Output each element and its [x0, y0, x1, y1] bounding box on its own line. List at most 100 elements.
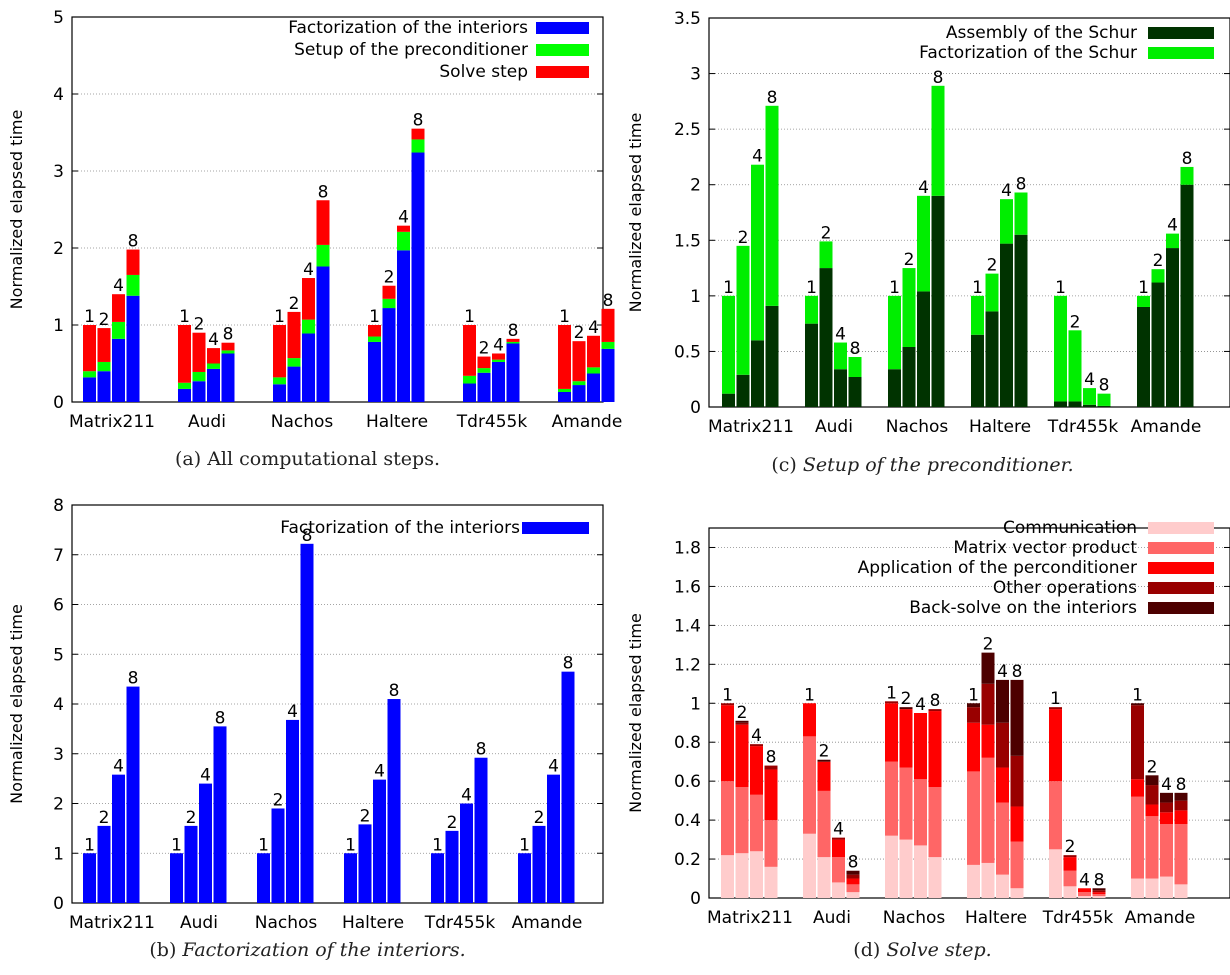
x-category-label: Audi [180, 913, 218, 933]
y-tick-label: 0 [690, 889, 701, 909]
x-category-label: Haltere [342, 913, 404, 933]
bar-segment [286, 719, 299, 903]
bar-segment [382, 308, 396, 402]
bar-label: 2 [447, 813, 458, 833]
bar-label: 2 [360, 806, 371, 826]
bar-segment [587, 367, 600, 374]
bar-segment [888, 295, 901, 370]
bar-segment [445, 830, 459, 903]
bar-segment [477, 368, 491, 373]
x-category-label: Amande [1125, 908, 1196, 928]
bar-segment [287, 366, 301, 402]
bar-label: 2 [738, 228, 749, 248]
caption-c: (c) Setup of the preconditioner. [615, 454, 1230, 476]
bar-segment [1151, 269, 1165, 283]
bar-segment [1160, 824, 1173, 877]
bar-label: 1 [258, 835, 269, 855]
bar-segment [178, 388, 191, 402]
x-category-label: Matrix211 [707, 908, 793, 928]
y-tick-label: 1.4 [674, 616, 701, 636]
bar-segment [832, 839, 845, 858]
x-category-label: Amande [1131, 417, 1202, 437]
bar-label: 2 [904, 250, 915, 270]
bar-segment [888, 369, 901, 407]
bar-segment [1174, 824, 1188, 885]
bar-segment [1137, 306, 1150, 407]
y-tick-label: 3 [53, 745, 64, 765]
bar-segment [1078, 896, 1091, 898]
caption-a: (a) All computational steps. [0, 448, 615, 470]
bar-segment [1010, 755, 1024, 807]
bar-segment [834, 369, 847, 407]
bar-segment [848, 356, 862, 377]
bar-segment [221, 350, 235, 354]
y-tick-label: 1 [690, 694, 701, 714]
bar-segment [735, 720, 749, 723]
bar-label: 2 [273, 790, 284, 810]
caption-a-label: (a) [175, 448, 202, 470]
bar-segment [192, 381, 206, 402]
bar-segment [558, 388, 571, 392]
bar-segment [914, 779, 927, 846]
bar-segment [411, 139, 425, 153]
bar-segment [1083, 404, 1096, 407]
legend-swatch [522, 522, 589, 534]
bar-segment [221, 342, 235, 351]
legend-swatch [536, 44, 589, 56]
bar-segment [981, 652, 995, 684]
bar-segment [985, 311, 999, 407]
bar-segment [1083, 388, 1096, 405]
legend-swatch [536, 22, 589, 34]
y-tick-label: 1.6 [674, 577, 701, 597]
bar-segment [1137, 295, 1150, 307]
bar-segment [981, 724, 995, 758]
bar-segment [302, 319, 315, 334]
bar-segment [1000, 199, 1013, 244]
bar-segment [1092, 892, 1106, 895]
bar-segment [1092, 896, 1106, 898]
bar-label: 2 [1070, 312, 1081, 332]
bar-segment [506, 338, 520, 342]
caption-c-text: Setup of the preconditioner. [802, 454, 1074, 476]
bar-label: 8 [563, 654, 574, 674]
bar-segment [477, 356, 491, 369]
bar-label: 4 [461, 786, 472, 806]
bar-segment [1131, 779, 1144, 797]
bar-segment [1097, 405, 1111, 407]
bar-segment [213, 726, 227, 903]
bar-segment [1010, 806, 1024, 842]
y-tick-label: 6 [53, 596, 64, 616]
legend-label: Factorization of the Schur [919, 43, 1137, 63]
bar-segment [819, 268, 833, 407]
bar-label: 1 [806, 278, 817, 298]
y-axis-label: Normalized elapsed time [626, 613, 645, 813]
caption-d-label: (d) [853, 939, 881, 961]
bar-segment [971, 334, 984, 407]
bar-segment [192, 371, 206, 382]
bar-segment [302, 278, 315, 320]
x-category-label: Nachos [271, 412, 334, 432]
bar-segment [996, 722, 1009, 768]
x-category-label: Amande [512, 913, 583, 933]
bar-label: 2 [289, 294, 300, 314]
bar-segment [885, 703, 898, 762]
bar-segment [207, 368, 220, 402]
bar-label: 2 [194, 315, 205, 335]
y-tick-label: 1 [53, 316, 64, 336]
legend-swatch [1148, 562, 1214, 574]
bar-segment [885, 761, 898, 836]
bar-segment [558, 391, 571, 402]
bar-segment [722, 295, 735, 394]
bar-label: 8 [476, 740, 487, 760]
bar-segment [547, 774, 560, 903]
bar-segment [899, 709, 913, 768]
bar-segment [273, 325, 286, 378]
bar-label: 1 [464, 307, 475, 327]
bar-segment [126, 249, 140, 275]
bar-label: 2 [574, 323, 585, 343]
bar-label: 8 [223, 325, 234, 345]
bar-segment [914, 845, 927, 898]
y-tick-label: 0.8 [674, 733, 701, 753]
bar-segment [736, 245, 750, 375]
bar-segment [1049, 709, 1062, 782]
